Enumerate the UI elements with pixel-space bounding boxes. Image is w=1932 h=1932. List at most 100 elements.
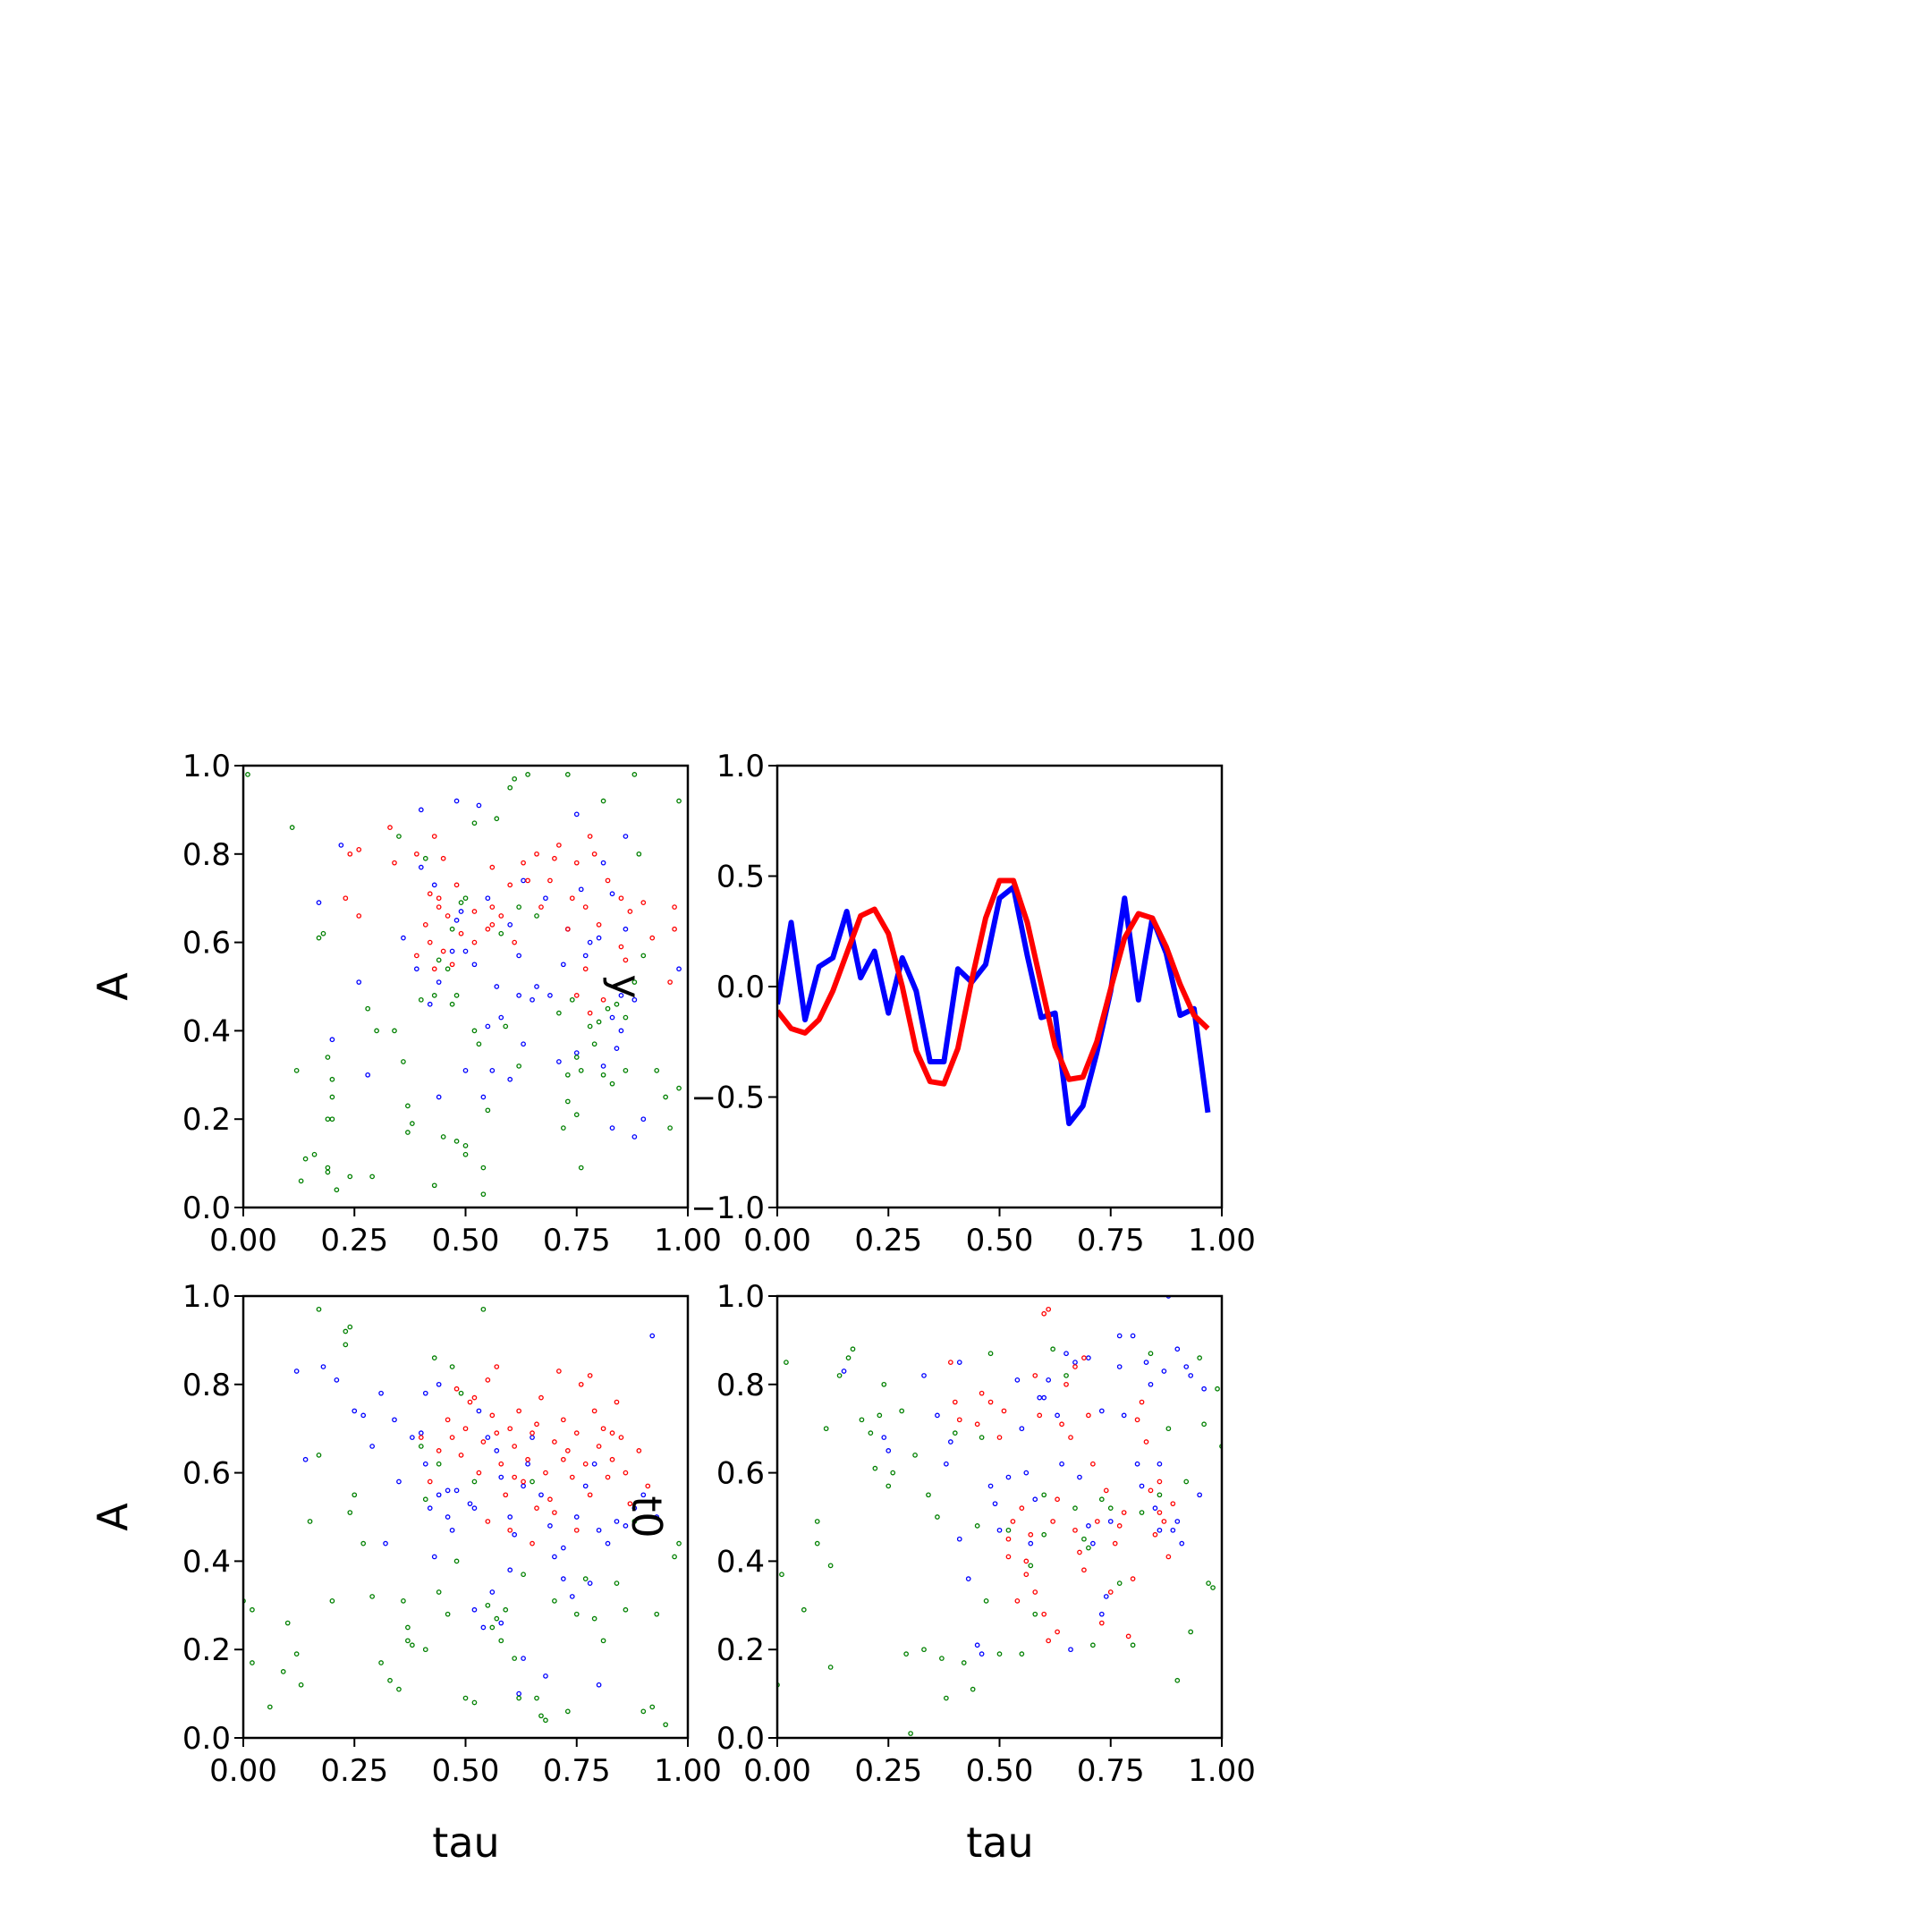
bottom-left-point-s1-50 (560, 1456, 566, 1462)
bottom-left-point-s1-38 (609, 1456, 615, 1462)
bottom-right-point-s1-35 (1130, 1576, 1136, 1582)
panel-bottom-left: A tau 0.00 0.25 0.50 0.75 1.00 0.0 0.2 0.4 0.6 0.… (89, 1279, 722, 1867)
top-left-point-s2-53 (609, 1080, 615, 1087)
bottom-left-point-s0-33 (552, 1554, 557, 1560)
bottom-right-point-s1-30 (1107, 1589, 1114, 1595)
bottom-left-point-s1-8 (476, 1470, 482, 1476)
bottom-right-point-s0-51 (1201, 1385, 1207, 1392)
bottom-left-point-s0-45 (649, 1333, 656, 1339)
bottom-right-point-s0-34 (1116, 1364, 1123, 1369)
top-left-point-s1-32 (591, 851, 597, 857)
top-left-point-s0-24 (485, 1023, 491, 1030)
bottom-right-point-s1-51 (1081, 1355, 1087, 1361)
top-left-point-s1-40 (649, 935, 656, 941)
bottom-left-point-s0-17 (445, 1514, 451, 1520)
bottom-right-point-s2-43 (1090, 1642, 1096, 1648)
top-right-xtick-label-2: 0.50 (966, 1223, 1034, 1258)
bottom-right-point-s0-35 (1121, 1412, 1127, 1419)
bottom-right-point-s1-34 (1125, 1633, 1131, 1640)
bottom-right-point-s2-19 (899, 1408, 905, 1414)
bottom-right-point-s1-17 (1050, 1519, 1055, 1524)
top-left-point-s2-36 (507, 784, 513, 791)
bottom-left-point-s0-0 (293, 1368, 300, 1374)
bottom-right-point-s1-40 (1152, 1531, 1158, 1538)
bottom-left-point-s0-16 (436, 1492, 442, 1498)
top-left-point-s2-58 (560, 1125, 566, 1131)
top-right-plot-area (777, 877, 1211, 1127)
bottom-right-point-s1-26 (1090, 1461, 1096, 1467)
bottom-left-point-s0-40 (605, 1540, 611, 1546)
top-right-ytick-label-0: −1.0 (691, 1191, 765, 1226)
top-right-xtick-label-0: 0.00 (743, 1223, 811, 1258)
bottom-left-point-s1-46 (471, 1394, 478, 1401)
top-left-point-s2-20 (392, 1028, 397, 1034)
bottom-left-point-s2-19 (378, 1660, 384, 1665)
bottom-right-point-s1-36 (1134, 1417, 1140, 1423)
bottom-left-point-s2-31 (458, 1390, 464, 1396)
top-left-point-s2-60 (573, 1055, 580, 1060)
top-left-point-s1-0 (347, 851, 353, 857)
bottom-right-point-s0-20 (1032, 1496, 1038, 1503)
bottom-left-point-s0-46 (654, 1514, 660, 1520)
top-left-point-s2-69 (462, 895, 469, 902)
top-left-point-s2-77 (449, 1001, 455, 1007)
top-left-point-s0-11 (453, 918, 460, 923)
top-left-point-s2-51 (591, 1041, 597, 1047)
bottom-right-point-s1-43 (1165, 1554, 1172, 1560)
top-left-point-s2-22 (405, 1103, 411, 1109)
top-left-point-s1-44 (582, 966, 589, 972)
bottom-left-point-s1-34 (591, 1408, 597, 1414)
bottom-left-point-s0-54 (543, 1673, 548, 1679)
top-left-ytick-label-4: 0.8 (182, 837, 231, 873)
top-left-point-s2-76 (431, 993, 437, 998)
bottom-right-point-s0-54 (1157, 1461, 1163, 1467)
bottom-left-point-s2-12 (343, 1328, 349, 1335)
bottom-right-point-s0-24 (1059, 1461, 1064, 1467)
bottom-left-point-s0-48 (560, 1576, 566, 1582)
top-left-point-s1-56 (489, 904, 496, 910)
bottom-left-point-s1-51 (587, 1373, 593, 1378)
bottom-right-point-s2-61 (983, 1598, 989, 1604)
bottom-right-point-s1-33 (1121, 1510, 1127, 1515)
top-left-point-s1-20 (485, 926, 491, 932)
top-left-point-s0-32 (596, 935, 602, 941)
top-left-point-s1-12 (422, 921, 428, 928)
bottom-left-point-s1-24 (547, 1496, 553, 1503)
bottom-left-point-s2-27 (431, 1355, 437, 1361)
bottom-left-point-s2-59 (676, 1540, 682, 1546)
bottom-right-point-s1-14 (1037, 1412, 1043, 1419)
bottom-right-point-s1-50 (1072, 1364, 1078, 1369)
bottom-left-point-s2-2 (250, 1660, 255, 1665)
top-right-ytick-label-1: −0.5 (691, 1080, 765, 1116)
top-left-point-s2-78 (418, 996, 424, 1003)
bottom-left-point-s2-22 (405, 1624, 411, 1631)
bottom-right-point-s1-10 (1019, 1505, 1025, 1511)
bottom-right-point-s2-55 (1197, 1355, 1203, 1361)
bottom-left-point-s2-41 (521, 1572, 526, 1578)
top-left-point-s2-6 (316, 935, 322, 941)
bottom-left-point-s1-21 (534, 1505, 539, 1511)
bottom-left-point-s2-30 (449, 1364, 455, 1369)
bottom-left-ytick-label-1: 0.2 (182, 1632, 231, 1668)
bottom-left-point-s2-60 (401, 1598, 406, 1604)
bottom-left-xtick-label-3: 0.75 (543, 1753, 611, 1789)
bottom-left-point-s0-20 (467, 1501, 473, 1507)
bottom-left-point-s2-26 (422, 1496, 428, 1503)
bottom-right-xtick-label-3: 0.75 (1077, 1753, 1145, 1789)
bottom-left-point-s0-52 (498, 1620, 504, 1626)
top-left-point-s2-1 (289, 825, 295, 831)
bottom-left-point-s2-38 (503, 1606, 509, 1613)
bottom-right-point-s1-37 (1139, 1399, 1145, 1405)
bottom-right-plot-area (777, 1296, 1222, 1736)
top-left-point-s2-55 (564, 1098, 571, 1105)
bottom-right-point-s2-18 (890, 1470, 896, 1476)
bottom-left-point-s1-53 (485, 1519, 491, 1524)
bottom-right-point-s2-7 (827, 1563, 834, 1569)
bottom-left-point-s2-5 (284, 1620, 291, 1626)
top-left-point-s1-43 (667, 979, 673, 985)
bottom-right-point-s1-5 (987, 1399, 994, 1405)
bottom-right-point-s2-27 (944, 1695, 949, 1701)
bottom-left-point-s0-21 (471, 1505, 478, 1511)
